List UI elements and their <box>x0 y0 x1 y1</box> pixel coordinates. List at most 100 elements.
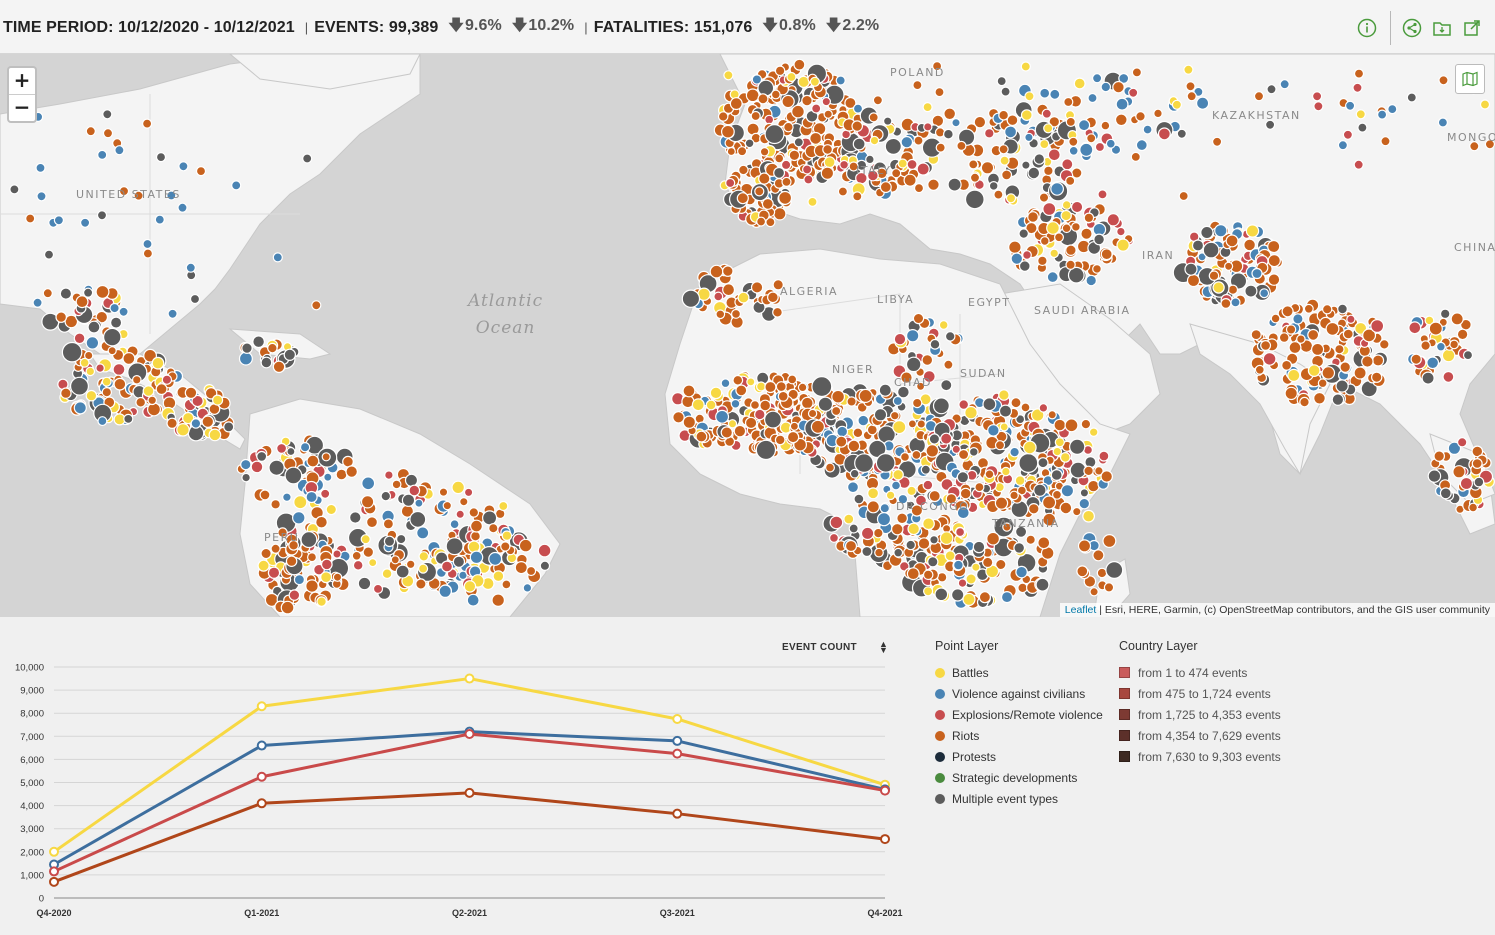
event-point[interactable] <box>681 289 701 308</box>
event-point[interactable] <box>109 316 123 329</box>
event-point[interactable] <box>97 416 108 427</box>
event-point[interactable] <box>958 399 970 411</box>
event-point[interactable] <box>1299 396 1310 408</box>
event-point[interactable] <box>1214 223 1228 238</box>
event-point[interactable] <box>1061 223 1072 234</box>
event-point[interactable] <box>858 388 873 403</box>
event-point[interactable] <box>1076 565 1089 578</box>
event-point[interactable] <box>935 142 946 153</box>
event-point[interactable] <box>135 396 147 408</box>
event-point[interactable] <box>1050 469 1063 482</box>
event-point[interactable] <box>801 164 813 175</box>
event-point[interactable] <box>1086 133 1097 144</box>
event-point[interactable] <box>835 75 846 86</box>
event-point[interactable] <box>1376 109 1388 120</box>
event-point[interactable] <box>488 523 499 534</box>
event-point[interactable] <box>1264 119 1276 130</box>
event-point[interactable] <box>1262 352 1277 366</box>
event-point[interactable] <box>1018 453 1039 474</box>
event-point[interactable] <box>922 569 934 581</box>
event-point[interactable] <box>744 138 755 149</box>
event-point[interactable] <box>891 168 902 179</box>
event-point[interactable] <box>1098 450 1110 462</box>
event-point[interactable] <box>867 487 880 500</box>
event-point[interactable] <box>844 539 858 553</box>
event-map[interactable]: UNITED STATES POLAND KAZAKHSTAN MONGO CH… <box>0 54 1495 617</box>
event-point[interactable] <box>142 385 155 398</box>
event-point[interactable] <box>1085 274 1097 287</box>
event-point[interactable] <box>757 93 769 105</box>
event-point[interactable] <box>774 434 786 446</box>
event-point[interactable] <box>1153 108 1163 119</box>
event-point[interactable] <box>241 342 253 354</box>
event-point[interactable] <box>122 352 136 366</box>
event-point[interactable] <box>907 522 920 536</box>
data-point[interactable] <box>880 834 890 845</box>
event-point[interactable] <box>903 173 917 187</box>
event-point[interactable] <box>998 109 1009 121</box>
event-point[interactable] <box>1387 103 1398 115</box>
event-point[interactable] <box>293 573 305 586</box>
event-point[interactable] <box>1009 446 1020 458</box>
event-point[interactable] <box>730 308 741 319</box>
event-point[interactable] <box>1024 132 1034 143</box>
event-point[interactable] <box>1043 165 1054 177</box>
event-point[interactable] <box>823 156 836 169</box>
event-point[interactable] <box>1039 138 1050 150</box>
event-point[interactable] <box>875 453 896 473</box>
event-point[interactable] <box>1278 332 1290 344</box>
event-point[interactable] <box>1089 587 1099 597</box>
event-point[interactable] <box>1178 190 1189 202</box>
event-point[interactable] <box>383 535 396 547</box>
event-point[interactable] <box>987 424 1000 437</box>
event-point[interactable] <box>847 439 861 453</box>
map-canvas[interactable] <box>0 54 1495 617</box>
event-point[interactable] <box>332 549 342 559</box>
event-point[interactable] <box>682 384 696 398</box>
event-point[interactable] <box>709 264 724 279</box>
event-point[interactable] <box>1427 469 1442 483</box>
event-point[interactable] <box>1041 495 1057 510</box>
event-point[interactable] <box>1103 582 1115 593</box>
event-point[interactable] <box>1065 175 1076 187</box>
event-point[interactable] <box>35 162 46 174</box>
event-point[interactable] <box>469 550 484 565</box>
event-point[interactable] <box>1346 314 1356 324</box>
event-point[interactable] <box>1047 148 1061 162</box>
event-point[interactable] <box>191 394 204 408</box>
event-point[interactable] <box>745 88 760 103</box>
event-point[interactable] <box>299 442 311 453</box>
event-point[interactable] <box>1049 248 1059 259</box>
event-point[interactable] <box>955 527 966 538</box>
event-point[interactable] <box>884 137 902 156</box>
event-point[interactable] <box>109 302 120 314</box>
event-point[interactable] <box>996 76 1007 87</box>
event-point[interactable] <box>181 411 195 425</box>
event-point[interactable] <box>267 342 278 354</box>
event-point[interactable] <box>1035 577 1050 592</box>
event-point[interactable] <box>259 489 271 501</box>
event-point[interactable] <box>892 468 904 481</box>
event-point[interactable] <box>357 576 372 591</box>
event-point[interactable] <box>82 287 94 298</box>
event-point[interactable] <box>951 444 962 454</box>
event-point[interactable] <box>764 380 777 394</box>
event-point[interactable] <box>968 159 979 170</box>
event-point[interactable] <box>396 533 407 545</box>
event-point[interactable] <box>438 584 452 599</box>
event-point[interactable] <box>998 389 1010 401</box>
event-point[interactable] <box>1100 81 1112 93</box>
event-point[interactable] <box>1116 238 1130 252</box>
event-point[interactable] <box>449 519 460 530</box>
event-point[interactable] <box>896 512 908 525</box>
event-point[interactable] <box>1361 355 1374 368</box>
event-point[interactable] <box>831 405 842 417</box>
event-point[interactable] <box>1092 263 1102 274</box>
event-point[interactable] <box>772 279 784 291</box>
event-point[interactable] <box>445 537 464 556</box>
event-point[interactable] <box>951 588 965 602</box>
event-point[interactable] <box>860 526 875 541</box>
event-point[interactable] <box>1424 315 1435 326</box>
data-point[interactable] <box>49 866 59 877</box>
event-point[interactable] <box>142 238 153 250</box>
